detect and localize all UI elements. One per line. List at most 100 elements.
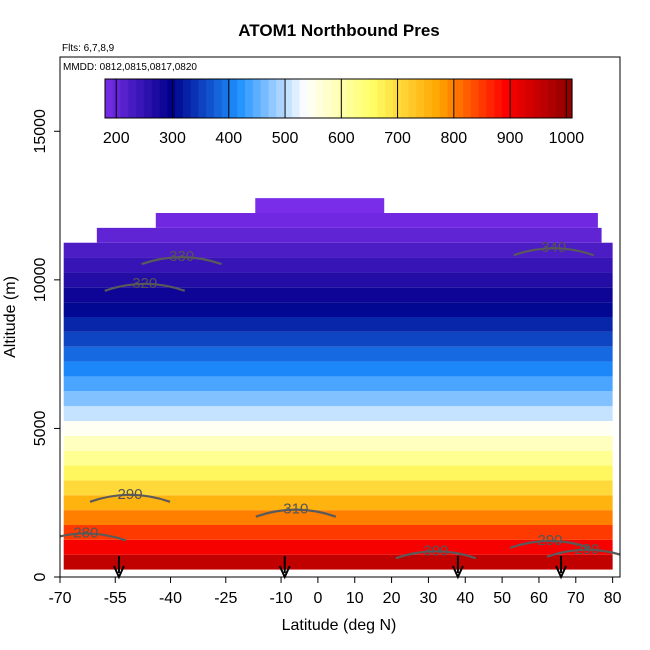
contour-line (509, 539, 591, 549)
contour-line (546, 548, 620, 558)
colorbar-tick-label: 200 (103, 130, 130, 147)
heatmap-cell (63, 465, 613, 481)
heatmap-cell (63, 287, 613, 303)
colorbar-segment (494, 79, 503, 118)
contour-line (89, 493, 171, 503)
y-axis-label: Altitude (m) (2, 276, 19, 358)
x-tick-label: 0 (313, 590, 322, 607)
colorbar-segment (237, 79, 246, 118)
colorbar-tick-label: 700 (384, 130, 411, 147)
colorbar-segment (377, 79, 386, 118)
colorbar-segment (564, 79, 573, 118)
colorbar-segment (291, 79, 301, 118)
colorbar-segment (198, 79, 207, 118)
chart-title: ATOM1 Northbound Pres (238, 21, 440, 40)
colorbar-segment (548, 79, 558, 118)
flights-annotation: Flts: 6,7,8,9 (62, 43, 115, 54)
x-tick-label: 70 (567, 590, 585, 607)
contour-label: 320 (132, 275, 157, 292)
x-tick-label: 50 (493, 590, 511, 607)
colorbar-segment (525, 79, 534, 118)
contour-line (255, 508, 337, 518)
heatmap-cell (63, 435, 613, 451)
colorbar-frame (104, 78, 573, 119)
x-tick-label: -55 (104, 590, 127, 607)
colorbar-segment (159, 79, 168, 118)
heatmap-cell (255, 198, 385, 213)
colorbar-segment (252, 79, 262, 118)
colorbar-segment (509, 79, 519, 118)
heatmap-cell (63, 361, 613, 377)
colorbar-tick-label: 1000 (549, 130, 585, 147)
colorbar-segment (299, 79, 308, 118)
x-axis-label: Latitude (deg N) (282, 617, 397, 634)
heatmap-cell (63, 450, 613, 466)
colorbar-segment (182, 79, 192, 118)
heatmap-cell (63, 302, 613, 317)
contour-line (513, 247, 595, 257)
contour-label: 290 (117, 486, 142, 503)
colorbar-segment (136, 79, 145, 118)
colorbar-segment (447, 79, 456, 118)
x-tick-label: 40 (456, 590, 474, 607)
plot-frame (59, 56, 621, 578)
y-tick-label: 15000 (32, 109, 49, 154)
colorbar-segment (143, 79, 153, 118)
colorbar-segment (533, 79, 542, 118)
colorbar-segment (229, 79, 238, 118)
colorbar-tick-label: 900 (497, 130, 524, 147)
heatmap-cell (63, 391, 613, 407)
colorbar-segment (276, 79, 285, 118)
contour-label: 330 (169, 248, 194, 265)
contour-label: 290 (537, 532, 562, 549)
colorbar-tick-label: 300 (159, 130, 186, 147)
x-axis: -70 -55 -40 -25 -10 0 10 20 30 40 50 60 70 80 (48, 577, 622, 607)
colorbar-segment (315, 79, 324, 118)
contour-label: 310 (283, 501, 308, 518)
x-tick-label: -25 (214, 590, 237, 607)
heatmap-cell (63, 480, 613, 496)
x-tick-label: 20 (383, 590, 401, 607)
heatmap-cell (63, 554, 613, 570)
y-axis: 0 5000 10000 15000 (32, 109, 60, 581)
contour-label: 280 (73, 524, 98, 541)
colorbar-segment (112, 79, 122, 118)
colorbar-tick-label: 800 (440, 130, 467, 147)
colorbar-tick-label: 500 (272, 130, 299, 147)
x-tick-label: 60 (530, 590, 548, 607)
colorbar-segment (175, 79, 184, 118)
heatmap-cell (63, 317, 613, 332)
heatmap-cell (63, 242, 613, 258)
dates-annotation: MMDD: 0812,0815,0817,0820 (63, 62, 197, 73)
x-tick-label: 30 (420, 590, 438, 607)
y-tick-label: 10000 (32, 258, 49, 303)
colorbar-segment (245, 79, 254, 118)
heatmap-cell (63, 525, 613, 540)
colorbar-segment (330, 79, 340, 118)
colorbar-segment (284, 79, 293, 118)
heatmap-cell (63, 257, 613, 273)
colorbar-segment (120, 79, 129, 118)
colorbar-segment (213, 79, 223, 118)
colorbar-segment (424, 79, 433, 118)
contour-line (141, 255, 222, 266)
contour-label: 300 (423, 542, 448, 559)
colorbar-segment (268, 79, 277, 118)
colorbar-segment (128, 79, 137, 118)
colorbar-segment (478, 79, 487, 118)
colorbar-segment (486, 79, 495, 118)
colorbar-segment (463, 79, 472, 118)
colorbar-segment (260, 79, 270, 118)
colorbar-segment (470, 79, 480, 118)
x-tick-label: -10 (269, 590, 292, 607)
colorbar-segment (151, 79, 161, 118)
colorbar-segment (385, 79, 394, 118)
colorbar-tick-label: 600 (328, 130, 355, 147)
contour-line (60, 532, 127, 542)
heatmap-cell (63, 331, 613, 347)
pressure-heatmap (63, 198, 613, 570)
colorbar-segment (338, 79, 347, 118)
colorbar-segment (439, 79, 449, 118)
colorbar-segment (307, 79, 316, 118)
